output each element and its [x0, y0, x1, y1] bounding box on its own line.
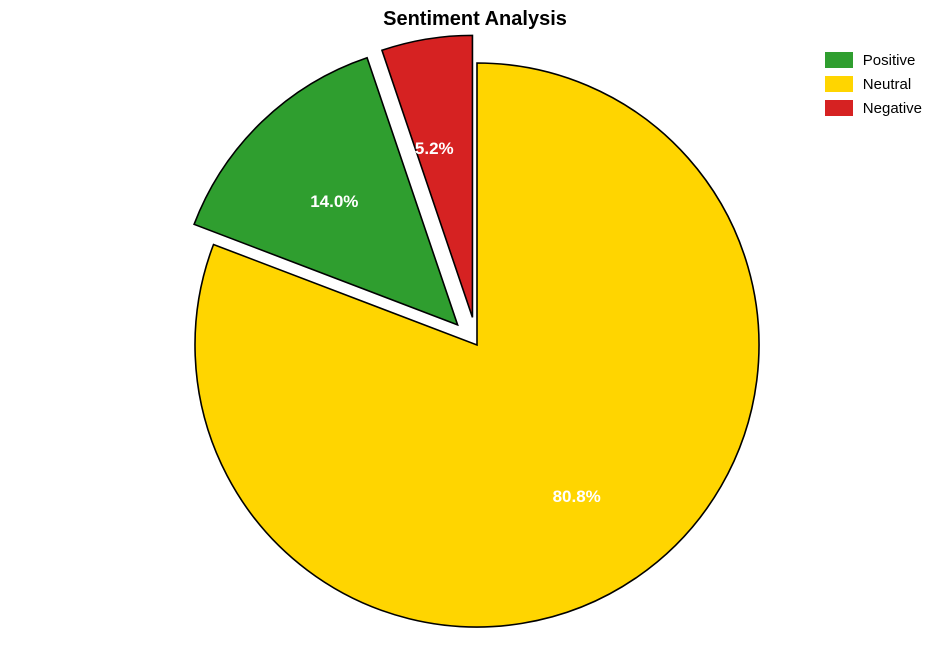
legend: Positive Neutral Negative: [825, 48, 922, 120]
legend-label-neutral: Neutral: [863, 76, 911, 93]
legend-item-positive: Positive: [825, 48, 922, 72]
legend-item-neutral: Neutral: [825, 72, 922, 96]
legend-label-negative: Negative: [863, 100, 922, 117]
legend-swatch-negative: [825, 100, 853, 116]
slice-label-positive: 14.0%: [310, 192, 358, 212]
slice-label-negative: 5.2%: [415, 139, 454, 159]
legend-item-negative: Negative: [825, 96, 922, 120]
legend-label-positive: Positive: [863, 52, 916, 69]
legend-swatch-neutral: [825, 76, 853, 92]
pie-chart: [0, 0, 950, 662]
slice-label-neutral: 80.8%: [553, 487, 601, 507]
legend-swatch-positive: [825, 52, 853, 68]
